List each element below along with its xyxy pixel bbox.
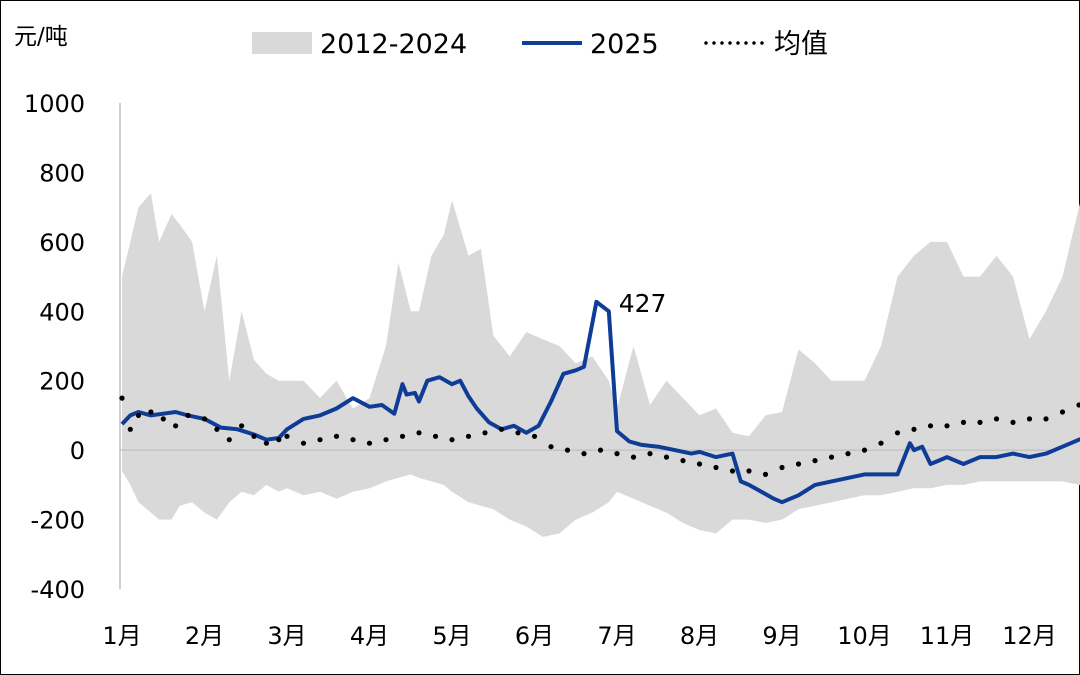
legend-label-dotted: 均值: [774, 29, 828, 60]
x-tick-label: 6月: [515, 622, 554, 650]
x-tick-label: 7月: [597, 622, 636, 650]
series-band-2012-2024: [122, 193, 1080, 537]
y-tick-label: -400: [31, 576, 85, 604]
x-tick-label: 8月: [680, 622, 719, 650]
x-tick-label: 10月: [837, 622, 892, 650]
mean-point: [927, 423, 934, 429]
y-tick-label: 0: [70, 437, 85, 465]
mean-point: [465, 433, 472, 439]
mean-point: [383, 437, 389, 443]
annotation-layer: 427: [619, 289, 667, 318]
peak-annotation: 427: [619, 289, 667, 318]
line-layer: [120, 299, 1080, 505]
mean-point: [350, 437, 356, 443]
mean-point: [647, 451, 653, 457]
mean-point: [548, 444, 554, 450]
mean-point: [366, 440, 373, 446]
mean-point: [1076, 402, 1080, 408]
mean-point: [127, 426, 133, 432]
mean-point: [498, 426, 505, 432]
mean-point: [449, 437, 455, 443]
axis-layer: [119, 103, 1052, 589]
legend-label-band: 2012-2024: [320, 29, 467, 60]
mean-point: [746, 468, 752, 474]
mean-point: [531, 433, 538, 439]
mean-point: [696, 461, 703, 467]
mean-point: [119, 395, 125, 401]
mean-point: [160, 416, 166, 422]
series-line-2025: [120, 299, 1080, 505]
mean-point: [894, 430, 901, 436]
mean-point: [399, 433, 406, 439]
mean-point: [173, 423, 179, 429]
mean-point: [482, 430, 488, 436]
mean-point: [581, 451, 587, 457]
mean-point: [333, 433, 340, 439]
mean-point: [148, 409, 154, 415]
mean-point: [263, 440, 269, 446]
mean-point: [812, 458, 818, 464]
x-tick-label: 5月: [432, 622, 471, 650]
x-tick-label: 12月: [1002, 622, 1057, 650]
mean-point: [960, 419, 967, 425]
mean-point: [214, 426, 220, 432]
legend-label-line: 2025: [590, 29, 659, 60]
legend: 2012-2024 2025 均值: [252, 29, 828, 60]
mean-point: [993, 416, 1000, 422]
mean-point: [977, 419, 983, 425]
dot-layer: [119, 395, 1080, 477]
mean-point: [564, 447, 571, 453]
y-tick-label: 200: [39, 368, 85, 396]
y-axis-unit: 元/吨: [14, 24, 68, 50]
mean-point: [515, 430, 521, 436]
band-layer: [122, 193, 1080, 537]
mean-point: [663, 454, 670, 460]
mean-point: [828, 454, 835, 460]
legend-swatch-band: [252, 32, 312, 54]
mean-point: [185, 412, 191, 418]
mean-point: [276, 437, 282, 443]
mean-point: [1043, 416, 1049, 422]
mean-point: [416, 430, 422, 436]
mean-point: [630, 454, 637, 460]
mean-point: [300, 440, 307, 446]
y-tick-label: 1000: [24, 90, 85, 118]
mean-point: [1059, 409, 1066, 415]
mean-point: [795, 461, 802, 467]
mean-point: [713, 464, 719, 471]
mean-point: [432, 433, 439, 439]
mean-point: [845, 451, 851, 457]
mean-point: [911, 426, 917, 432]
y-tick-label: 400: [39, 298, 85, 326]
mean-point: [201, 416, 208, 422]
x-tick-label: 4月: [350, 622, 389, 650]
mean-point: [251, 433, 257, 439]
mean-point: [239, 423, 245, 429]
x-tick-label: 3月: [267, 622, 306, 650]
mean-point: [597, 447, 604, 453]
mean-point: [861, 447, 868, 453]
x-tick-label: 9月: [762, 622, 801, 650]
y-tick-label: 600: [39, 229, 85, 257]
mean-point: [1026, 416, 1033, 422]
mean-point: [779, 464, 785, 471]
mean-point: [614, 451, 620, 457]
mean-point: [135, 412, 142, 418]
mean-point: [1010, 419, 1016, 425]
mean-point: [317, 437, 323, 443]
y-tick-label: -200: [31, 507, 85, 535]
mean-point: [284, 433, 290, 439]
mean-point: [944, 423, 950, 429]
x-tick-label: 11月: [920, 622, 975, 650]
tick-layer: 1000 800 600 400 200 0 -200 -400 1月 2月 3月 4月 5月 6月 7月 8…: [24, 90, 1057, 650]
mean-point: [729, 468, 736, 474]
mean-point: [878, 440, 884, 446]
x-tick-label: 1月: [102, 622, 141, 650]
mean-point: [226, 437, 232, 443]
x-tick-label: 2月: [185, 622, 224, 650]
mean-point: [762, 471, 769, 477]
mean-point: [680, 458, 686, 464]
y-tick-label: 800: [39, 159, 85, 187]
